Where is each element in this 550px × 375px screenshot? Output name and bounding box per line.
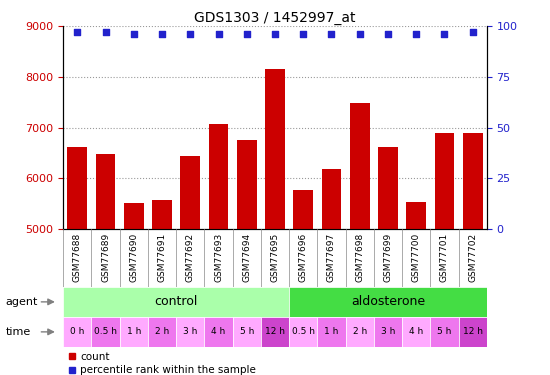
Text: GSM77702: GSM77702 xyxy=(468,233,477,282)
Legend: count, percentile rank within the sample: count, percentile rank within the sample xyxy=(68,352,256,375)
Point xyxy=(243,32,251,38)
Text: GSM77696: GSM77696 xyxy=(299,233,308,282)
Point xyxy=(101,29,110,35)
Bar xyxy=(402,317,430,347)
Bar xyxy=(96,154,115,229)
Text: GSM77693: GSM77693 xyxy=(214,233,223,282)
Point xyxy=(412,32,421,38)
Text: time: time xyxy=(6,327,31,337)
Text: GSM77699: GSM77699 xyxy=(383,233,393,282)
Text: GSM77692: GSM77692 xyxy=(186,233,195,282)
Title: GDS1303 / 1452997_at: GDS1303 / 1452997_at xyxy=(194,11,356,25)
Bar xyxy=(345,317,374,347)
Bar xyxy=(406,202,426,229)
Point xyxy=(214,32,223,38)
Text: GSM77701: GSM77701 xyxy=(440,233,449,282)
Point xyxy=(468,29,477,35)
Text: 0.5 h: 0.5 h xyxy=(292,327,315,336)
Bar xyxy=(152,200,172,229)
Bar xyxy=(430,317,459,347)
Bar xyxy=(317,317,345,347)
Point xyxy=(186,32,195,38)
Text: GSM77697: GSM77697 xyxy=(327,233,336,282)
Text: 4 h: 4 h xyxy=(211,327,226,336)
Text: aldosterone: aldosterone xyxy=(351,296,425,308)
Bar xyxy=(233,317,261,347)
Bar xyxy=(261,317,289,347)
Text: 5 h: 5 h xyxy=(437,327,452,336)
Point xyxy=(299,32,307,38)
Bar xyxy=(208,124,228,229)
Text: GSM77689: GSM77689 xyxy=(101,233,110,282)
Point xyxy=(158,32,167,38)
Text: GSM77698: GSM77698 xyxy=(355,233,364,282)
Bar xyxy=(378,147,398,229)
Bar xyxy=(63,317,91,347)
Text: 1 h: 1 h xyxy=(126,327,141,336)
Bar xyxy=(293,190,313,229)
Bar xyxy=(205,317,233,347)
Text: 0.5 h: 0.5 h xyxy=(94,327,117,336)
Text: GSM77694: GSM77694 xyxy=(242,233,251,282)
Point xyxy=(383,32,392,38)
Text: control: control xyxy=(155,296,198,308)
Bar xyxy=(374,317,402,347)
Text: 5 h: 5 h xyxy=(240,327,254,336)
Text: 12 h: 12 h xyxy=(265,327,285,336)
Bar xyxy=(124,203,144,229)
Bar xyxy=(289,287,487,317)
Point xyxy=(355,32,364,38)
Bar xyxy=(322,169,342,229)
Text: GSM77691: GSM77691 xyxy=(157,233,167,282)
Bar xyxy=(120,317,148,347)
Text: agent: agent xyxy=(6,297,38,307)
Point xyxy=(327,32,336,38)
Text: GSM77695: GSM77695 xyxy=(271,233,279,282)
Bar xyxy=(350,103,370,229)
Bar xyxy=(434,133,454,229)
Text: GSM77700: GSM77700 xyxy=(411,233,421,282)
Bar xyxy=(289,317,317,347)
Text: 3 h: 3 h xyxy=(381,327,395,336)
Bar xyxy=(68,147,87,229)
Point xyxy=(440,32,449,38)
Bar xyxy=(459,317,487,347)
Bar xyxy=(91,317,120,347)
Text: 12 h: 12 h xyxy=(463,327,483,336)
Bar xyxy=(63,287,289,317)
Bar xyxy=(176,317,205,347)
Point xyxy=(73,29,82,35)
Bar xyxy=(463,133,482,229)
Text: 2 h: 2 h xyxy=(155,327,169,336)
Text: 2 h: 2 h xyxy=(353,327,367,336)
Point xyxy=(271,32,279,38)
Text: GSM77688: GSM77688 xyxy=(73,233,82,282)
Text: 3 h: 3 h xyxy=(183,327,197,336)
Point xyxy=(129,32,138,38)
Text: 0 h: 0 h xyxy=(70,327,85,336)
Text: 1 h: 1 h xyxy=(324,327,339,336)
Bar xyxy=(180,156,200,229)
Bar xyxy=(265,69,285,229)
Bar xyxy=(237,140,257,229)
Text: GSM77690: GSM77690 xyxy=(129,233,139,282)
Text: 4 h: 4 h xyxy=(409,327,424,336)
Bar xyxy=(148,317,176,347)
